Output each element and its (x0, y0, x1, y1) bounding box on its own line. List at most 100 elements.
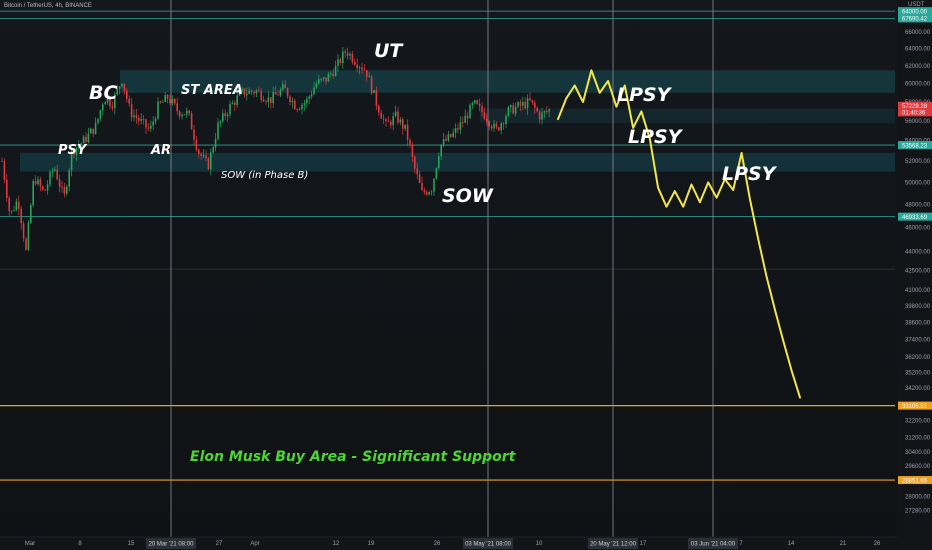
annotation-sow-phase-b: SOW (in Phase B) (221, 170, 309, 181)
time-label: 20 Mar '21 08:00 (149, 542, 195, 548)
candle-body (99, 110, 102, 119)
candle-body (474, 100, 476, 104)
price-label-2: 57229.28 (902, 104, 928, 110)
candle-body (510, 105, 512, 108)
candle-body (493, 123, 495, 129)
candle-body (457, 127, 459, 130)
y-tick-label: 36200.00 (905, 355, 931, 361)
candle-body (274, 92, 277, 95)
candle-body (301, 104, 303, 110)
candle-body (150, 125, 152, 129)
candle-body (207, 158, 210, 170)
candle-body (498, 127, 500, 131)
candle-body (358, 67, 361, 69)
y-tick-label: 32200.00 (905, 419, 931, 425)
candle-body (284, 84, 286, 89)
candle-body (97, 118, 99, 123)
candle-body (440, 144, 442, 157)
candle-body (226, 114, 229, 117)
candle-body (27, 222, 30, 250)
candle-body (63, 187, 66, 194)
y-tick-label: 50000.00 (905, 180, 931, 186)
candle-body (181, 114, 183, 117)
y-tick-label: 31200.00 (905, 436, 931, 442)
candle-body (500, 123, 502, 131)
y-tick-label: 38600.00 (905, 320, 931, 326)
candle-body (409, 139, 411, 146)
candle-body (114, 94, 116, 109)
candle-body (298, 109, 301, 111)
x-tick-label: 17 (640, 541, 647, 547)
candle-body (502, 123, 505, 125)
candle-body (85, 136, 87, 142)
candle-body (337, 59, 339, 66)
candle-body (195, 139, 198, 150)
candle-body (39, 179, 42, 187)
candle-body (188, 110, 190, 114)
candle-body (248, 90, 250, 94)
candle-body (154, 118, 157, 122)
candle-body (267, 97, 270, 102)
candle-body (538, 111, 541, 120)
candle-body (174, 99, 176, 104)
candle-body (522, 101, 524, 106)
candle-body (445, 139, 447, 141)
candle-body (198, 149, 200, 154)
candle-body (10, 210, 13, 212)
candle-body (303, 103, 306, 105)
x-tick-label: 7 (739, 541, 743, 547)
candle-body (548, 109, 550, 112)
candle-body (260, 91, 262, 100)
candle-body (159, 101, 162, 103)
candle-body (414, 156, 416, 169)
candle-body (486, 118, 488, 122)
x-tick-label: 27 (216, 541, 223, 547)
candle-body (368, 76, 370, 78)
candle-body (186, 110, 188, 115)
candle-body (200, 153, 202, 156)
candle-body (8, 197, 10, 212)
candle-body (32, 181, 34, 206)
candle-body (140, 119, 142, 121)
y-tick-label: 42500.00 (905, 268, 931, 274)
candle-body (166, 95, 169, 99)
candle-body (469, 104, 471, 119)
candle-body (3, 161, 6, 180)
candle-body (42, 186, 44, 190)
candle-body (351, 53, 354, 62)
candle-body (51, 170, 54, 173)
candle-body (366, 70, 368, 77)
y-tick-label: 60000.00 (905, 82, 931, 88)
candle-body (164, 95, 166, 102)
candle-body (193, 129, 195, 140)
candle-body (128, 98, 130, 104)
price-label-box-0 (898, 7, 932, 16)
candle-body (306, 98, 308, 104)
y-tick-label: 64000.00 (905, 47, 931, 53)
candle-body (234, 102, 236, 105)
candle-body (315, 83, 318, 88)
candle-body (116, 88, 118, 95)
candle-body (231, 102, 234, 105)
candle-body (176, 103, 178, 112)
candle-body (421, 183, 423, 191)
price-label-6: 33105.51 (902, 404, 928, 410)
annotation-elon-buy-area: Elon Musk Buy Area - Significant Support (190, 449, 516, 465)
candle-body (106, 98, 109, 103)
candle-body (454, 127, 457, 133)
y-tick-label: 35200.00 (905, 370, 931, 376)
candle-body (546, 111, 548, 112)
candle-body (58, 179, 61, 187)
candle-body (78, 145, 80, 148)
candle-body (262, 99, 265, 102)
candle-body (46, 184, 49, 191)
level-lines (0, 10, 895, 481)
candle-body (258, 90, 260, 92)
candle-body (519, 102, 522, 106)
candle-body (80, 143, 82, 146)
candle-body (354, 61, 356, 65)
x-tick-label: 19 (368, 541, 375, 547)
candle-body (130, 103, 133, 118)
candle-body (531, 100, 534, 103)
